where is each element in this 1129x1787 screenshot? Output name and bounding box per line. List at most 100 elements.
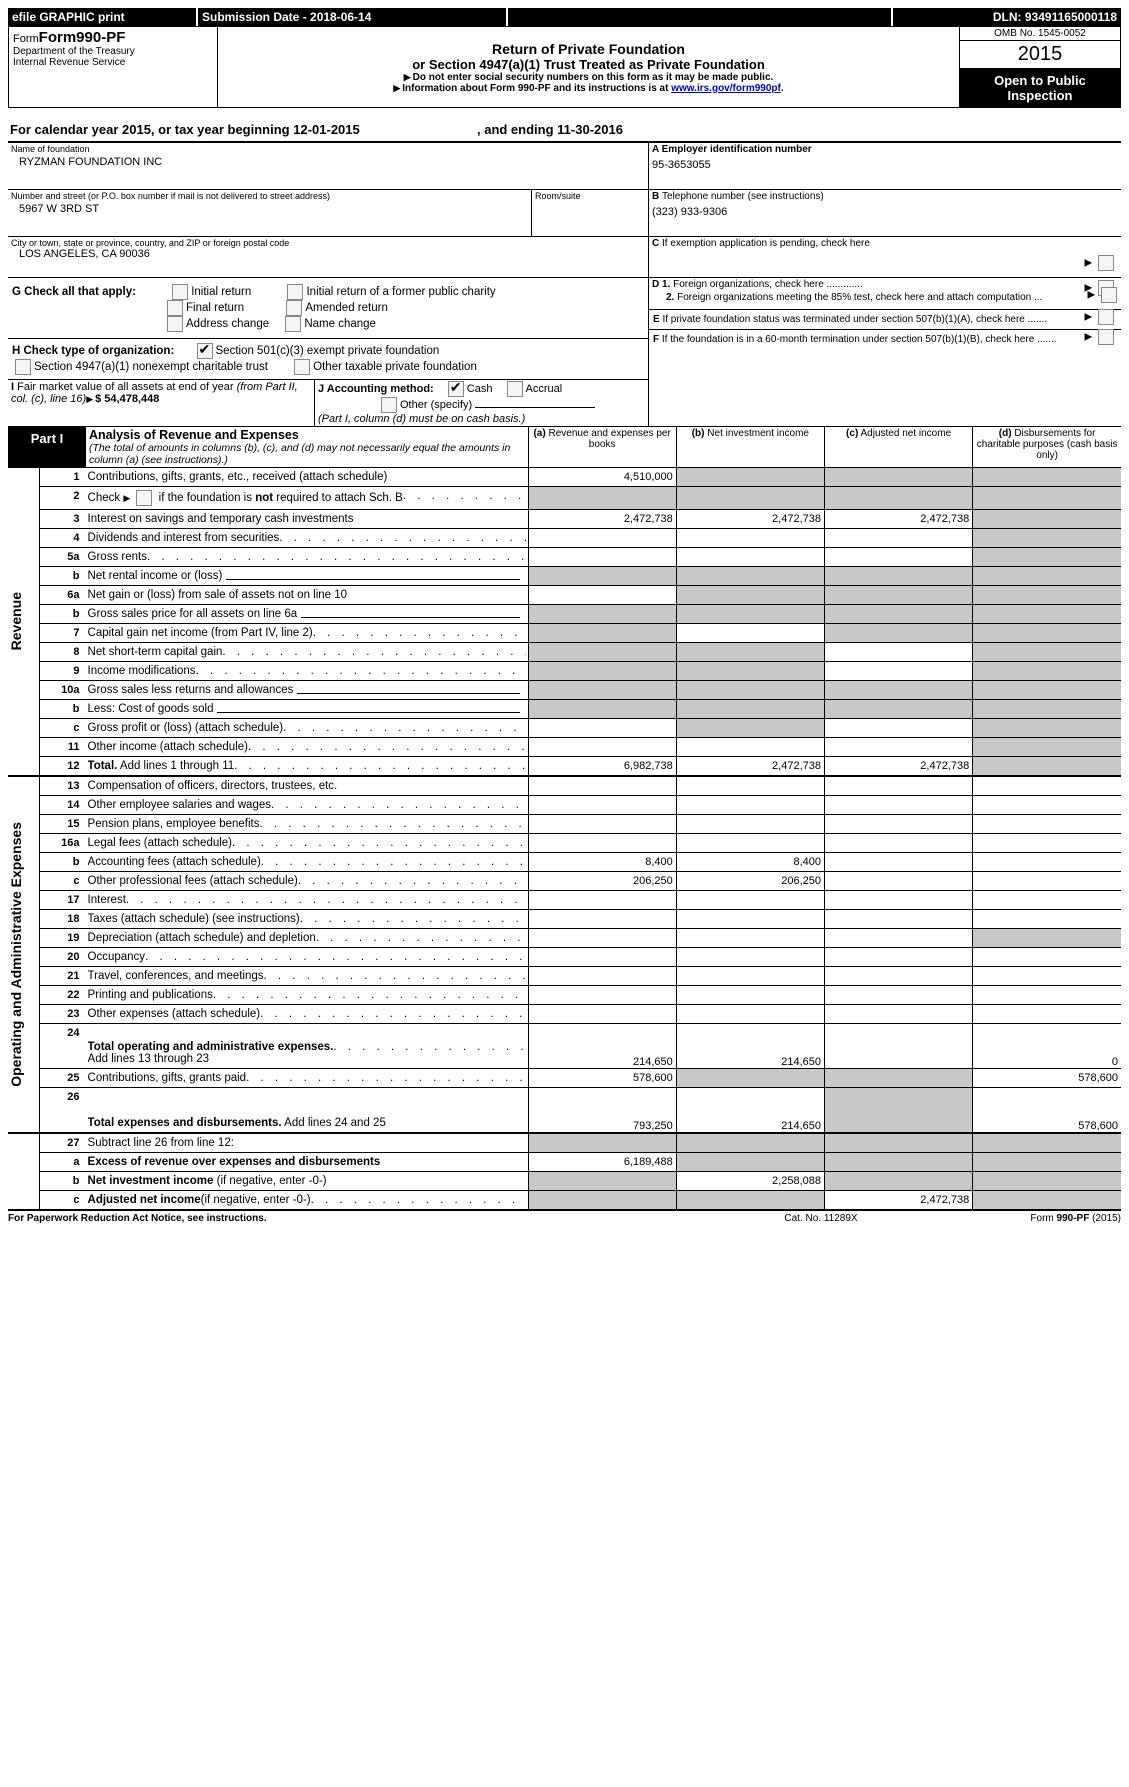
f-checkbox[interactable]: [1098, 329, 1114, 345]
form-number: FormForm990-PF: [13, 29, 213, 46]
col-c-header: (c) Adjusted net income: [824, 427, 972, 468]
col-b-header: (b) Net investment income: [676, 427, 824, 468]
c-exemption: If exemption application is pending, che…: [662, 238, 870, 249]
table-row: bLess: Cost of goods sold: [8, 700, 1121, 719]
table-row: 14Other employee salaries and wages . . …: [8, 796, 1121, 815]
4947-checkbox[interactable]: [15, 359, 31, 375]
d1-label: Foreign organizations, check here ......…: [673, 279, 863, 290]
table-row: bNet rental income or (loss): [8, 567, 1121, 586]
a-ein-label: A Employer identification number: [652, 144, 1118, 155]
other-method-checkbox[interactable]: [381, 397, 397, 413]
table-row: 27Subtract line 26 from line 12:: [8, 1133, 1121, 1153]
cash-checkbox[interactable]: [448, 381, 464, 397]
j-label: J Accounting method:: [318, 383, 434, 395]
col-a-header: (a) Revenue and expenses per books: [528, 427, 676, 468]
d2-checkbox[interactable]: [1101, 287, 1117, 303]
irs-link[interactable]: www.irs.gov/form990pf: [671, 83, 781, 94]
identity-block: Name of foundation RYZMAN FOUNDATION INC…: [8, 143, 1121, 426]
final-return-checkbox[interactable]: [167, 300, 183, 316]
efile-label: efile GRAPHIC print: [8, 8, 197, 26]
name-label: Name of foundation: [11, 144, 645, 154]
a-ein-value: 95-3653055: [652, 155, 1118, 171]
accrual-checkbox[interactable]: [507, 381, 523, 397]
501c3-checkbox[interactable]: [197, 343, 213, 359]
table-row: cAdjusted net income(if negative, enter …: [8, 1191, 1121, 1211]
address-change-checkbox[interactable]: [167, 316, 183, 332]
room-suite-label: Room/suite: [532, 190, 649, 237]
c-checkbox[interactable]: [1098, 255, 1114, 271]
form-header: FormForm990-PF Department of the Treasur…: [8, 26, 1121, 108]
b-phone-value: (323) 933-9306: [652, 202, 1118, 218]
part1-title: Analysis of Revenue and Expenses: [89, 428, 525, 442]
city-state-zip: LOS ANGELES, CA 90036: [11, 248, 645, 260]
table-row: 26Total expenses and disbursements. Add …: [8, 1088, 1121, 1134]
open-public: Open to Public Inspection: [960, 69, 1120, 107]
amended-return-checkbox[interactable]: [286, 300, 302, 316]
table-row: 5aGross rents . . . . . . . . . . . . . …: [8, 548, 1121, 567]
table-row: 16aLegal fees (attach schedule) . . . . …: [8, 834, 1121, 853]
f-label: If the foundation is in a 60-month termi…: [662, 334, 1057, 345]
name-change-checkbox[interactable]: [285, 316, 301, 332]
form-title: Return of Private Foundation: [222, 41, 955, 57]
part1-label: Part I: [8, 427, 86, 467]
street-address: 5967 W 3RD ST: [11, 201, 528, 215]
section-label: Operating and Administrative Expenses: [8, 822, 24, 1087]
table-row: 22Printing and publications . . . . . . …: [8, 986, 1121, 1005]
col-d-header: (d) Disbursements for charitable purpose…: [973, 427, 1121, 468]
initial-return-checkbox[interactable]: [172, 284, 188, 300]
table-row: 17Interest . . . . . . . . . . . . . . .…: [8, 891, 1121, 910]
i-value: $ 54,478,448: [95, 393, 159, 405]
footer-cat: Cat. No. 11289X: [721, 1213, 921, 1224]
part1-table: Part I Analysis of Revenue and Expenses …: [8, 426, 1121, 1211]
table-row: 21Travel, conferences, and meetings . . …: [8, 967, 1121, 986]
g-label: G Check all that apply:: [12, 286, 136, 298]
tax-year: 2015: [960, 41, 1120, 69]
table-row: bGross sales price for all assets on lin…: [8, 605, 1121, 624]
form-subtitle: or Section 4947(a)(1) Trust Treated as P…: [222, 57, 955, 72]
d2-label: Foreign organizations meeting the 85% te…: [677, 292, 1042, 303]
footer-left: For Paperwork Reduction Act Notice, see …: [8, 1213, 721, 1224]
form-note1: Do not enter social security numbers on …: [222, 72, 955, 83]
h-label: H Check type of organization:: [12, 345, 174, 357]
table-row: Operating and Administrative Expenses13C…: [8, 776, 1121, 796]
table-row: 25Contributions, gifts, grants paid . . …: [8, 1069, 1121, 1088]
dept-treasury: Department of the Treasury: [13, 46, 213, 57]
table-row: 19Depreciation (attach schedule) and dep…: [8, 929, 1121, 948]
e-label: If private foundation status was termina…: [662, 314, 1047, 325]
table-row: bAccounting fees (attach schedule) . . .…: [8, 853, 1121, 872]
top-bar: efile GRAPHIC print Submission Date - 20…: [8, 8, 1121, 26]
foundation-name: RYZMAN FOUNDATION INC: [11, 154, 645, 168]
table-row: 9Income modifications . . . . . . . . . …: [8, 662, 1121, 681]
table-row: cGross profit or (loss) (attach schedule…: [8, 719, 1121, 738]
table-row: 7Capital gain net income (from Part IV, …: [8, 624, 1121, 643]
table-row: 18Taxes (attach schedule) (see instructi…: [8, 910, 1121, 929]
calendar-year-line: For calendar year 2015, or tax year begi…: [8, 118, 1121, 143]
j-note: (Part I, column (d) must be on cash basi…: [318, 413, 525, 425]
submission-date: Submission Date - 2018-06-14: [197, 8, 507, 26]
addr-label: Number and street (or P.O. box number if…: [11, 191, 528, 201]
table-row: Revenue1Contributions, gifts, grants, et…: [8, 468, 1121, 487]
footer-form: Form 990-PF (2015): [921, 1213, 1121, 1224]
table-row: 23Other expenses (attach schedule) . . .…: [8, 1005, 1121, 1024]
table-row: 12Total. Add lines 1 through 11 . . . . …: [8, 757, 1121, 777]
table-row: 24Total operating and administrative exp…: [8, 1024, 1121, 1069]
table-row: 2Check ▶ if the foundation is not requir…: [8, 487, 1121, 510]
table-row: cOther professional fees (attach schedul…: [8, 872, 1121, 891]
form-note2: Information about Form 990-PF and its in…: [222, 83, 955, 94]
table-row: 11Other income (attach schedule) . . . .…: [8, 738, 1121, 757]
table-row: 4Dividends and interest from securities …: [8, 529, 1121, 548]
section-label: Revenue: [8, 592, 24, 650]
table-row: 6aNet gain or (loss) from sale of assets…: [8, 586, 1121, 605]
table-row: 8Net short-term capital gain . . . . . .…: [8, 643, 1121, 662]
e-checkbox[interactable]: [1098, 309, 1114, 325]
schb-checkbox[interactable]: [136, 490, 152, 506]
omb-no: OMB No. 1545-0052: [960, 27, 1120, 41]
part1-sub: (The total of amounts in columns (b), (c…: [89, 442, 525, 466]
initial-former-checkbox[interactable]: [287, 284, 303, 300]
table-row: 15Pension plans, employee benefits . . .…: [8, 815, 1121, 834]
table-row: bNet investment income (if negative, ent…: [8, 1172, 1121, 1191]
other-taxable-checkbox[interactable]: [294, 359, 310, 375]
page-footer: For Paperwork Reduction Act Notice, see …: [8, 1213, 1121, 1224]
b-phone-label: B Telephone number (see instructions): [652, 191, 1118, 202]
table-row: 3Interest on savings and temporary cash …: [8, 510, 1121, 529]
